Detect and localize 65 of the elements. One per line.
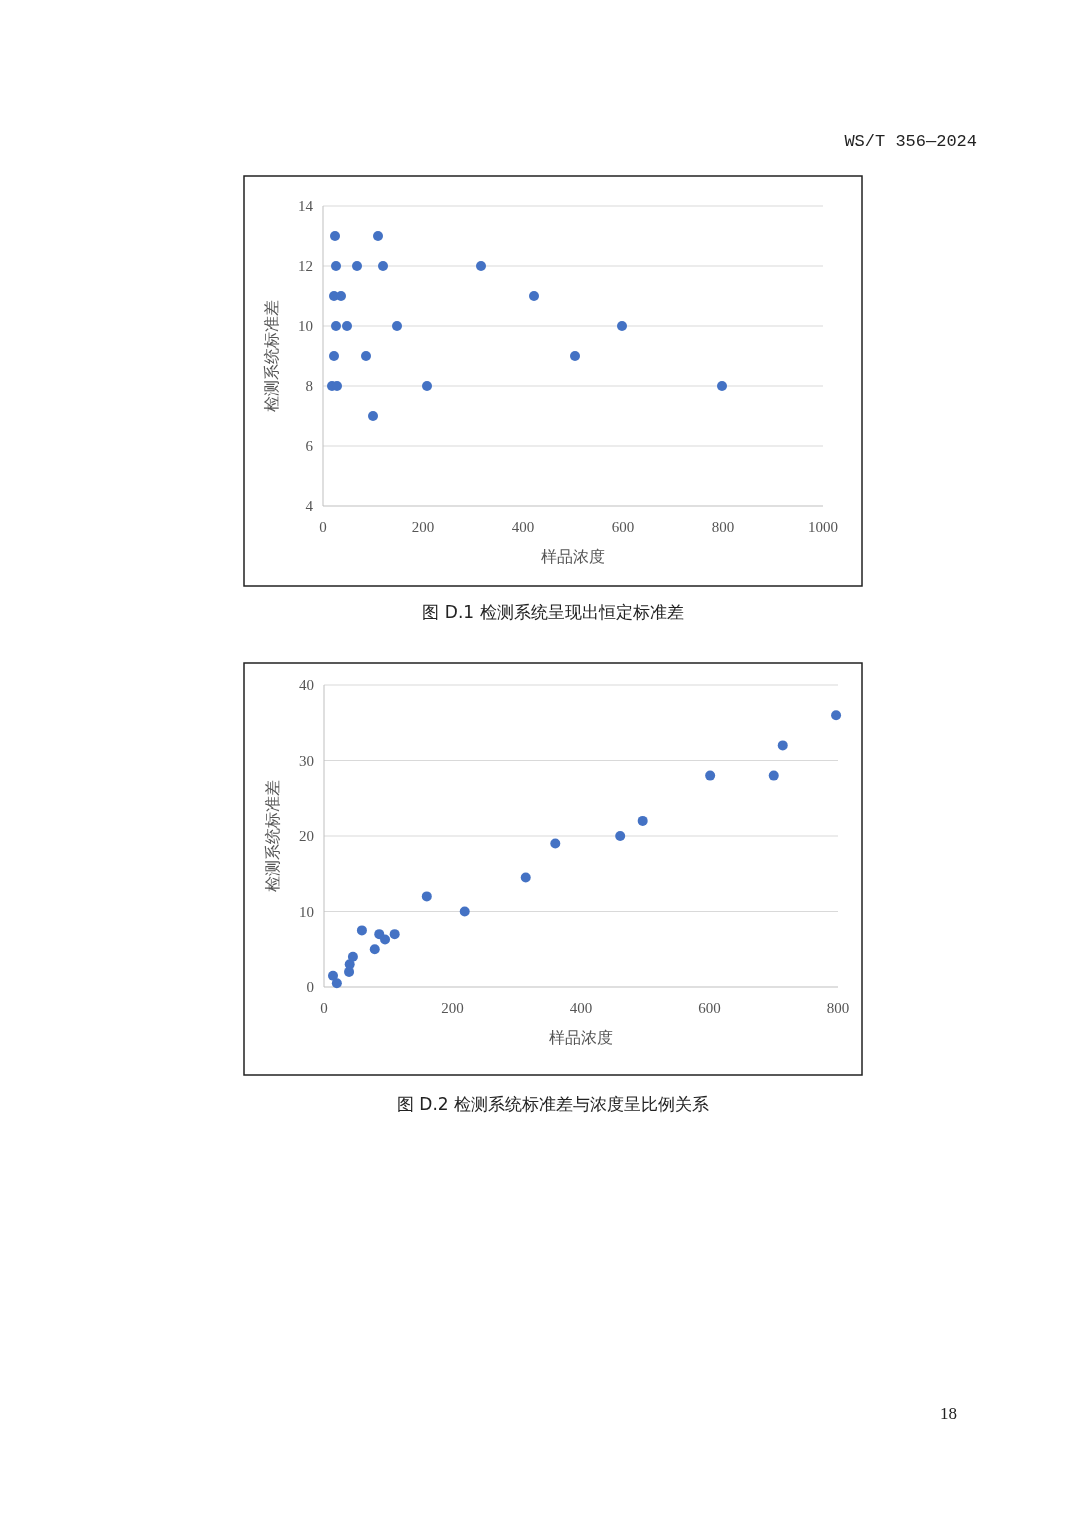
point <box>570 351 580 361</box>
x-tick-label: 600 <box>698 1000 721 1016</box>
point <box>831 710 842 721</box>
point <box>617 321 627 331</box>
y-tick-label: 20 <box>299 828 314 844</box>
point <box>328 970 338 981</box>
point <box>368 411 378 421</box>
y-tick-label: 12 <box>298 258 313 274</box>
x-tick-label: 0 <box>320 1000 328 1016</box>
x-tick-label: 400 <box>569 1000 593 1016</box>
y-tick-label: 8 <box>305 378 313 394</box>
point <box>330 231 340 241</box>
point <box>777 740 788 751</box>
point <box>331 321 341 331</box>
x-tick-label: 600 <box>611 519 635 535</box>
x-tick-label: 200 <box>411 519 435 535</box>
point <box>520 872 531 883</box>
y-tick-label: 10 <box>299 903 314 920</box>
point <box>369 944 380 955</box>
y-tick-label: 4 <box>305 498 314 514</box>
point <box>476 261 486 271</box>
y-tick-label: 30 <box>299 752 314 769</box>
point <box>380 934 391 945</box>
point <box>373 231 383 241</box>
text: 图 D.2 检测系统标准差与浓度呈比例关系 <box>396 1094 710 1114</box>
text: WS/T 356—2024 <box>844 132 977 151</box>
point <box>459 906 470 917</box>
x-tick-label: 800 <box>711 519 735 535</box>
point <box>352 261 362 271</box>
point <box>615 831 626 841</box>
x-tick-label: 800 <box>826 1000 850 1016</box>
text: 图 D.1 检测系统呈现出恒定标准差 <box>422 602 684 622</box>
point <box>637 815 648 826</box>
x-tick-label: 200 <box>441 1000 464 1016</box>
point <box>329 351 339 361</box>
point <box>421 891 432 902</box>
y-tick-label: 40 <box>299 677 314 693</box>
x-tick-label: 0 <box>319 519 327 535</box>
x-axis-title: 样品浓度 <box>541 548 605 565</box>
point <box>361 351 371 361</box>
y-tick-label: 6 <box>305 438 314 454</box>
point <box>356 925 367 936</box>
point <box>331 978 342 989</box>
point <box>331 261 341 271</box>
y-tick-label: 14 <box>298 198 314 214</box>
x-tick-label: 1000 <box>808 519 838 535</box>
point <box>378 261 388 271</box>
point <box>347 951 358 962</box>
y-axis-title: 检测系统标准差 <box>263 300 280 412</box>
point <box>389 929 400 940</box>
y-tick-label: 10 <box>298 318 313 334</box>
point <box>768 770 779 781</box>
point <box>529 291 539 301</box>
point <box>717 381 727 391</box>
point <box>550 838 561 849</box>
point <box>392 321 402 331</box>
point <box>705 770 716 781</box>
x-tick-label: 400 <box>511 519 535 535</box>
point <box>336 291 346 301</box>
point <box>342 321 352 331</box>
x-axis-title: 样品浓度 <box>549 1029 613 1046</box>
y-axis-title: 检测系统标准差 <box>264 780 281 892</box>
y-tick-label: 0 <box>306 979 314 995</box>
text: 18 <box>940 1404 957 1423</box>
point <box>422 381 432 391</box>
